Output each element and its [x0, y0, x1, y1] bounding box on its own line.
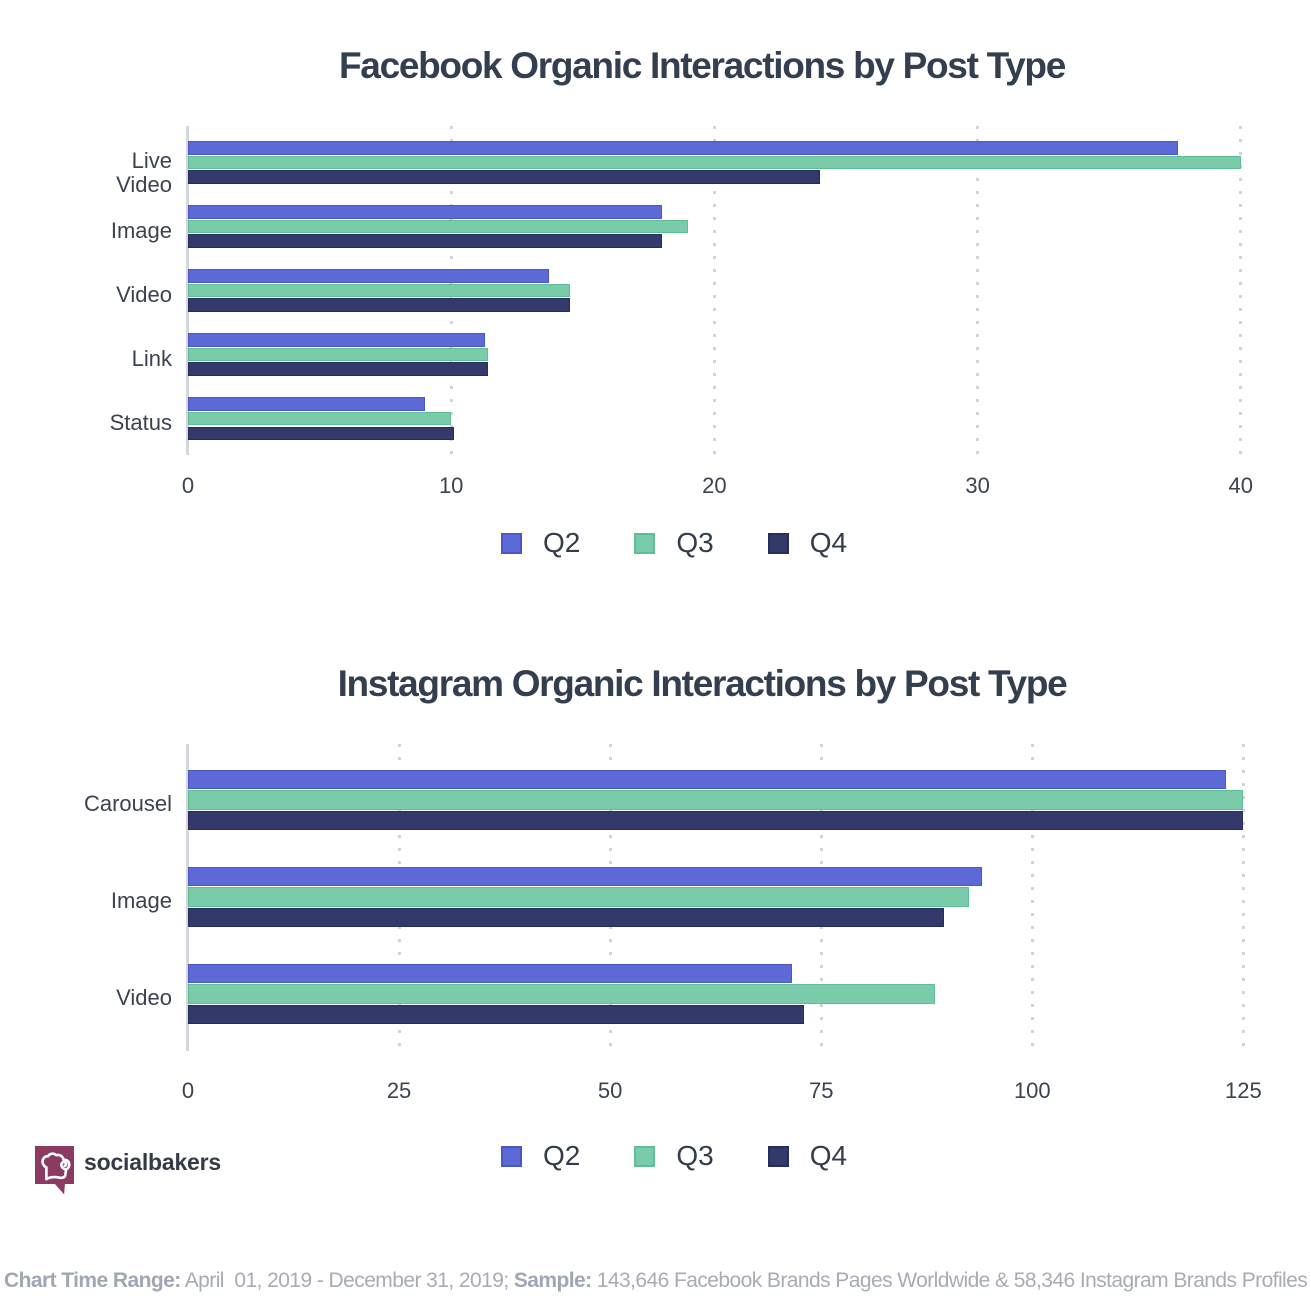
- bar-q3-live-video: [188, 155, 1241, 170]
- legend-label: Q4: [809, 527, 848, 558]
- instagram-legend: Q2 Q3 Q4: [501, 1142, 847, 1170]
- facebook-legend: Q2 Q3 Q4: [501, 529, 847, 557]
- legend-label: Q2: [543, 1140, 581, 1171]
- category-label: Video: [116, 281, 172, 307]
- legend-item-q4: Q4: [767, 1140, 848, 1171]
- legend-swatch-q4: [767, 1145, 789, 1167]
- bar-q3-status: [188, 411, 452, 426]
- bar-q4-live-video: [188, 170, 820, 184]
- x-tick-label: 30: [965, 473, 990, 498]
- legend-label: Q2: [543, 527, 581, 558]
- bar-q4-image: [188, 234, 662, 248]
- x-tick-label: 0: [181, 473, 195, 498]
- category-label: Image: [110, 217, 172, 243]
- x-tick-label: 40: [1228, 473, 1254, 498]
- bar-q2-image: [188, 205, 662, 219]
- x-tick-label: 0: [181, 1077, 195, 1103]
- bar-q2-carousel: [188, 770, 1227, 790]
- legend-item-q2: Q2: [501, 1142, 580, 1170]
- legend-item-q4: Q4: [767, 527, 848, 558]
- gridline-x40: [1239, 125, 1243, 456]
- bar-q4-carousel: [188, 810, 1244, 830]
- bar-q3-image: [188, 219, 689, 234]
- x-tick-label: 75: [808, 1077, 834, 1103]
- bar-q3-video: [188, 984, 936, 1004]
- instagram-chart-title: Instagram Organic Interactions by Post T…: [337, 663, 1068, 704]
- bar-q4-video: [188, 1004, 805, 1025]
- footnote-text: April 01, 2019 - December 31, 2019;: [180, 1269, 514, 1292]
- category-label: Carousel: [83, 791, 172, 817]
- bar-q4-image: [188, 907, 944, 928]
- logo-wordmark: socialbakers: [84, 1149, 221, 1175]
- legend-item-q3: Q3: [634, 527, 714, 558]
- legend-swatch-q2: [501, 532, 522, 554]
- legend-swatch-q3: [634, 532, 656, 554]
- bar-q2-video: [188, 269, 549, 283]
- legend-item-q2: Q2: [501, 529, 580, 557]
- bar-q4-link: [188, 362, 489, 377]
- category-label: Link: [131, 345, 172, 371]
- gridline-x100: [1030, 743, 1034, 1052]
- bar-q2-status: [188, 397, 425, 411]
- category-label: Status: [109, 409, 172, 435]
- bar-q4-video: [188, 298, 570, 312]
- footnote: Chart Time Range: April 01, 2019 - Decem…: [4, 1269, 1308, 1293]
- x-tick-label: 10: [438, 473, 464, 498]
- legend-label: Q3: [676, 1140, 714, 1171]
- legend-swatch-q4: [767, 532, 789, 554]
- legend-label: Q4: [809, 1140, 848, 1171]
- gridline-x20: [712, 125, 716, 456]
- bar-q3-video: [188, 283, 570, 298]
- x-tick-label: 125: [1225, 1077, 1262, 1103]
- bar-q3-link: [188, 347, 489, 362]
- y-axis-line: [185, 125, 189, 456]
- x-tick-label: 25: [386, 1077, 412, 1103]
- x-tick-label: 100: [1013, 1077, 1051, 1103]
- bar-q3-carousel: [188, 790, 1244, 810]
- chef-hat-speech-bubble-icon: [35, 1146, 74, 1195]
- legend-label: Q3: [676, 527, 714, 558]
- bar-q2-link: [188, 333, 486, 347]
- bar-q2-video: [188, 964, 792, 984]
- footnote-label: Chart Time Range:: [4, 1269, 181, 1292]
- gridline-x125: [1241, 743, 1245, 1052]
- bar-q2-live-video: [188, 141, 1178, 155]
- x-tick-label: 50: [597, 1077, 623, 1103]
- facebook-chart-title: Facebook Organic Interactions by Post Ty…: [338, 45, 1066, 86]
- category-label: Image: [110, 888, 172, 914]
- category-label: Live Video: [116, 147, 172, 197]
- bar-q2-image: [188, 867, 982, 887]
- footnote-label: Sample:: [513, 1269, 592, 1292]
- bar-q3-image: [188, 887, 969, 907]
- legend-swatch-q2: [501, 1145, 522, 1167]
- legend-swatch-q3: [634, 1145, 656, 1167]
- legend-item-q3: Q3: [634, 1140, 714, 1171]
- footnote-text: 143,646 Facebook Brands Pages Worldwide …: [591, 1269, 1308, 1292]
- y-axis-line: [185, 743, 189, 1052]
- socialbakers-logo: socialbakers: [35, 1146, 221, 1196]
- category-label: Video: [116, 985, 172, 1011]
- bar-q4-status: [188, 426, 454, 441]
- x-tick-label: 20: [702, 473, 727, 498]
- gridline-x30: [976, 125, 980, 456]
